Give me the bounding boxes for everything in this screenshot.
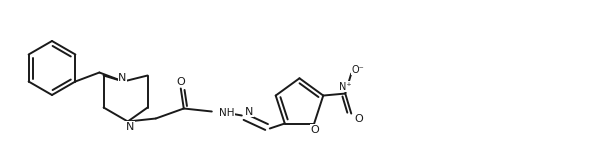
Text: O: O	[176, 76, 185, 86]
Text: NH: NH	[219, 107, 234, 117]
Text: N: N	[118, 72, 126, 82]
Text: O: O	[311, 124, 320, 134]
Text: N: N	[126, 122, 134, 132]
Text: O⁻: O⁻	[352, 65, 365, 75]
Text: N: N	[245, 106, 253, 116]
Text: N⁺: N⁺	[339, 82, 352, 92]
Text: O: O	[354, 113, 363, 123]
